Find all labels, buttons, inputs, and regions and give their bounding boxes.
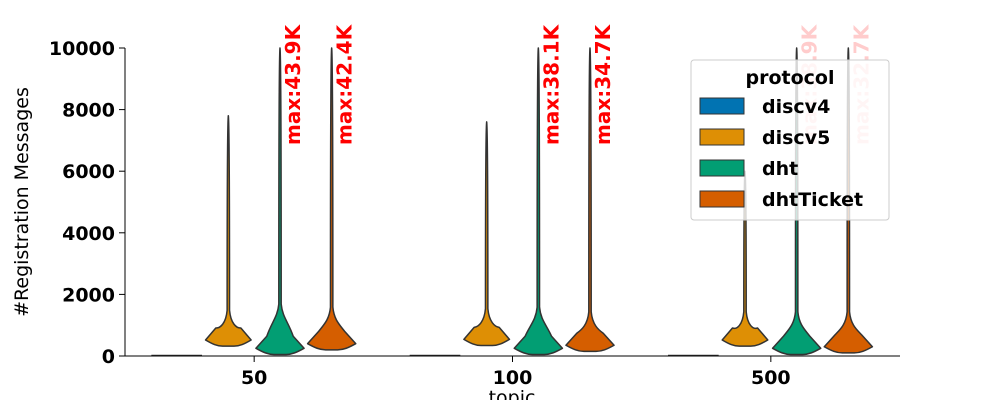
violin-discv5-500 [721, 170, 769, 347]
violin-body [255, 47, 305, 356]
legend-label: dhtTicket [762, 189, 863, 211]
violin-body [306, 47, 357, 351]
legend-label: discv4 [762, 96, 830, 118]
y-tick-label: 4000 [62, 223, 115, 245]
legend-swatch [699, 128, 745, 146]
x-tick-label: 100 [493, 367, 533, 389]
legend: protocol discv4 discv5 dht dhtTicket [690, 59, 890, 221]
violin-body [513, 47, 564, 356]
x-axis-label: topic [489, 387, 536, 400]
legend-title: protocol [746, 67, 835, 89]
violin-dhtTicket-50 [306, 47, 357, 351]
x-tick-label: 500 [751, 367, 791, 389]
max-annotation: max:34.7K [591, 23, 615, 145]
x-ticks: 50 100 500 [241, 356, 791, 389]
y-tick-label: 8000 [62, 100, 115, 122]
legend-swatch [699, 190, 745, 208]
legend-swatch [699, 97, 745, 115]
max-annotation: max:38.1K [539, 23, 563, 145]
max-annotation: max:43.9K [281, 23, 305, 145]
violin-dhtTicket-100 [565, 47, 615, 353]
violin-body [565, 47, 615, 353]
y-axis-label: #Registration Messages [11, 87, 33, 317]
x-tick-label: 50 [241, 367, 267, 389]
violin-body [721, 170, 769, 347]
violin-discv5-100 [463, 121, 511, 347]
violin-discv5-50 [204, 115, 252, 347]
legend-label: dht [762, 158, 798, 180]
violin-body [204, 115, 252, 347]
y-tick-label: 2000 [62, 284, 115, 306]
y-ticks: 0 2000 4000 6000 8000 10000 [49, 38, 125, 368]
legend-swatch [699, 159, 745, 177]
y-tick-label: 0 [102, 346, 115, 368]
violin-dht-100 [513, 47, 564, 356]
y-tick-label: 6000 [62, 161, 115, 183]
legend-label: discv5 [762, 127, 830, 149]
legend-items: discv4 discv5 dht dhtTicket [699, 96, 863, 211]
violin-body [463, 121, 511, 347]
y-tick-label: 10000 [49, 38, 115, 60]
violin-dht-50 [255, 47, 305, 356]
max-annotation: max:42.4K [333, 23, 357, 145]
